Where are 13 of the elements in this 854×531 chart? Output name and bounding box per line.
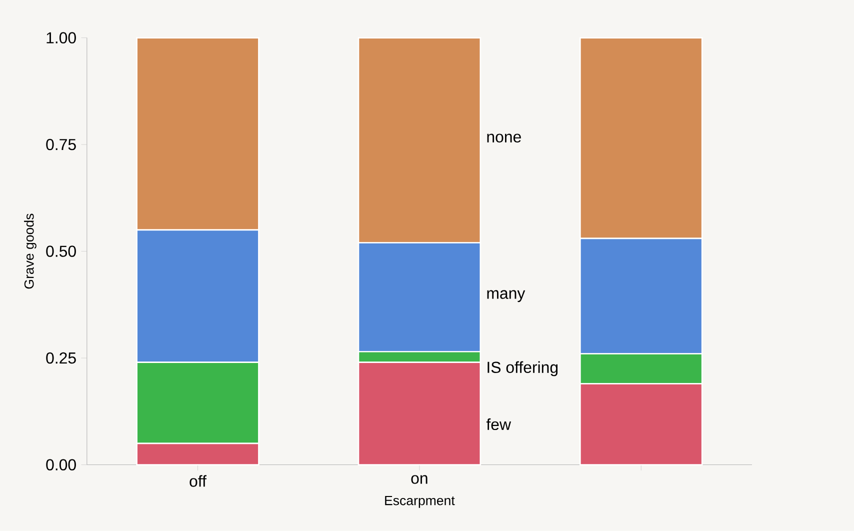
x-tick-label: off — [190, 475, 207, 487]
y-tick-label: 0.75 — [46, 138, 76, 150]
y-tick-label: 0.50 — [46, 246, 76, 257]
x-axis-title: Escarpment — [385, 496, 455, 508]
y-tick-label: 1.00 — [46, 32, 76, 44]
y-tick-label: 0.25 — [46, 352, 76, 364]
series-label: none — [487, 134, 521, 143]
series-label: many — [487, 290, 526, 302]
y-tick-label: 0.00 — [46, 459, 76, 470]
series-label: IS offering — [488, 361, 558, 376]
y-axis-title: Grave goods — [24, 214, 36, 289]
x-tick-label: on — [411, 475, 428, 484]
series-label: few — [486, 418, 512, 430]
